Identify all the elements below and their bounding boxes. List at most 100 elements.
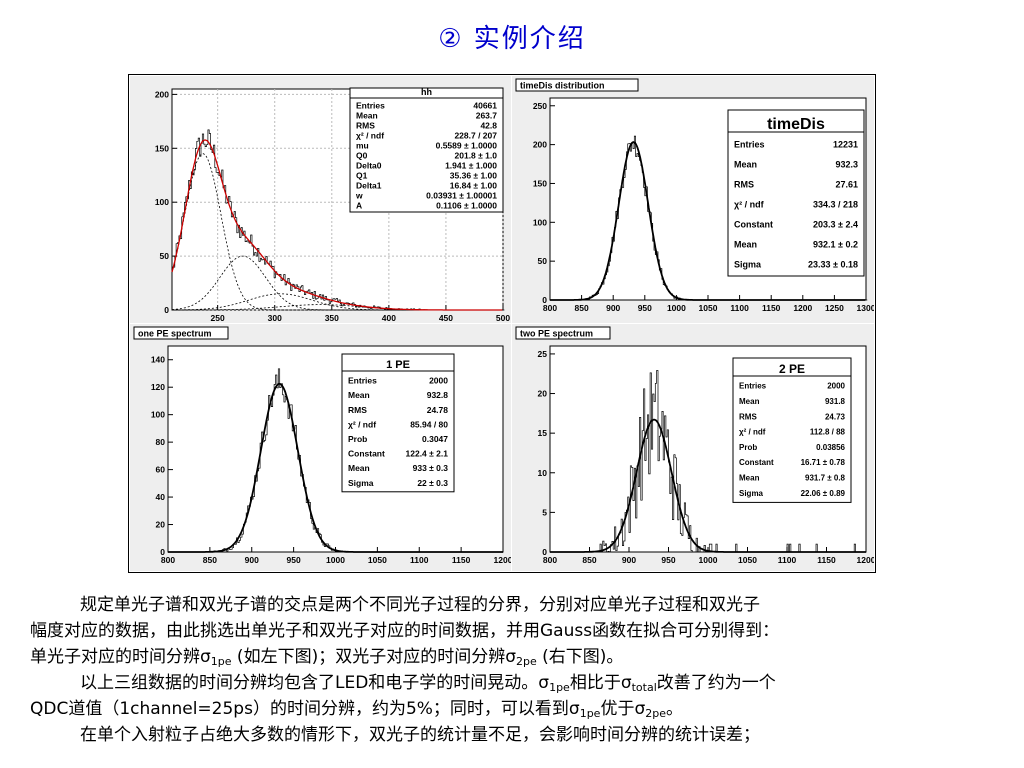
x-tick-label: 1150 <box>762 303 781 313</box>
hh-chart: 250 300 350 400 450 500 0 50 100 150 200 hh Entries 4… <box>155 87 511 323</box>
stats-label: Sigma <box>739 489 764 498</box>
p2-line-a-post: 改善了约为一个 <box>656 673 776 693</box>
y-tick-label: 0 <box>164 305 169 315</box>
y-tick-label: 15 <box>538 428 548 438</box>
stats-value: 0.3047 <box>422 434 448 444</box>
y-tick-label: 80 <box>156 437 166 447</box>
stats-label: Q1 <box>356 170 368 180</box>
stats-value: 16.84 ± 1.00 <box>450 180 497 190</box>
x-tick-label: 1100 <box>410 555 429 565</box>
stats-title: 2 PE <box>779 362 805 376</box>
x-tick-label: 850 <box>203 555 217 565</box>
p2-line-b-mid: 优于σ <box>600 699 646 719</box>
stats-value: 16.71 ± 0.78 <box>801 458 846 467</box>
y-tick-label: 60 <box>156 465 166 475</box>
stats-value: 0.03931 ± 1.00001 <box>426 190 497 200</box>
sub-2pe-b: 2pe <box>645 707 666 720</box>
x-tick-label: 450 <box>439 313 453 323</box>
x-tick-label: 1050 <box>738 555 757 565</box>
x-tick-label: 1100 <box>730 303 749 313</box>
y-tick-label: 100 <box>533 217 547 227</box>
stats-title: timeDis <box>767 116 825 133</box>
stats-label: Sigma <box>348 478 374 488</box>
x-tick-label: 900 <box>245 555 259 565</box>
stats-label: Mean <box>348 463 370 473</box>
stats-value: 22.06 ± 0.89 <box>801 489 846 498</box>
x-tick-label: 850 <box>575 303 589 313</box>
x-tick-label: 800 <box>543 555 557 565</box>
stats-label: Delta1 <box>356 180 382 190</box>
p2-line-a-pre: 以上三组数据的时间分辨均包含了LED和电子学的时间晃动。σ <box>80 673 550 693</box>
p1-line-a: 规定单光子谱和双光子谱的交点是两个不同光子过程的分界，分别对应单光子过程和双光子 <box>80 595 760 615</box>
stats-value: 22 ± 0.3 <box>417 478 448 488</box>
stats-box <box>727 109 865 277</box>
stats-value: 27.61 <box>835 180 858 190</box>
p1-line-c-pre: 单光子对应的时间分辨σ <box>30 647 211 667</box>
stats-value: 932.1 ± 0.2 <box>813 240 858 250</box>
fit-curve <box>550 141 866 301</box>
stats-value: 23.33 ± 0.18 <box>808 260 858 270</box>
p3-line: 在单个入射粒子占绝大多数的情形下，双光子的统计量不足，会影响时间分辨的统计误差； <box>80 725 760 745</box>
pad-title-box <box>133 326 229 340</box>
stats-value: 931.7 ± 0.8 <box>805 473 846 482</box>
y-tick-label: 200 <box>155 89 169 99</box>
y-tick-label: 140 <box>151 355 165 365</box>
stats-value: 932.3 <box>835 160 858 170</box>
x-tick-label: 1150 <box>452 555 471 565</box>
stats-label: Mean <box>739 473 760 482</box>
stats-title: 1 PE <box>386 359 410 371</box>
stats-label: Constant <box>739 458 774 467</box>
sub-2pe: 2pe <box>515 655 537 668</box>
y-tick-label: 20 <box>156 520 166 530</box>
stats-label: w <box>355 190 363 200</box>
y-tick-label: 0 <box>160 547 165 557</box>
x-tick-label: 1150 <box>817 555 836 565</box>
plot-canvas: 250 300 350 400 450 500 0 50 100 150 200 hh Entries 4… <box>128 74 876 573</box>
stats-label: RMS <box>348 405 367 415</box>
stats-label: Prob <box>348 434 367 444</box>
stats-label: Delta0 <box>356 160 382 170</box>
pad-two-pe: 800 850 900 950 1000 1050 1100 1150 1200 0 5 10 15 20… <box>512 324 874 571</box>
stats-value: 2000 <box>827 382 845 391</box>
x-tick-label: 400 <box>382 313 396 323</box>
stats-value: 931.8 <box>825 397 846 406</box>
p2-line-a-mid: 相比于σ <box>569 673 632 693</box>
stats-label: Prob <box>739 443 757 452</box>
component-curve <box>172 293 503 311</box>
stats-label: Mean <box>734 240 757 250</box>
stats-value: 2000 <box>429 376 448 386</box>
stats-value: 201.8 ± 1.0 <box>455 150 498 160</box>
paragraph-2: 以上三组数据的时间分辨均包含了LED和电子学的时间晃动。σ1pe相比于σtota… <box>30 670 1020 722</box>
stats-value: 12231 <box>833 140 858 150</box>
x-tick-label: 350 <box>325 313 339 323</box>
p2-line-b-pre: QDC道值（1channel=25ps）的时间分辨，约为5%；同时，可以看到σ <box>30 699 580 719</box>
stats-label: Q0 <box>356 150 368 160</box>
x-tick-label: 950 <box>638 303 652 313</box>
stats-label: mu <box>356 140 369 150</box>
pad-title: timeDis distribution <box>520 81 605 91</box>
sub-1pe: 1pe <box>210 655 232 668</box>
stats-value: 0.5589 ± 1.0000 <box>436 140 498 150</box>
stats-box <box>341 353 455 493</box>
stats-label: χ² / ndf <box>348 419 376 429</box>
x-tick-label: 850 <box>582 555 596 565</box>
x-tick-label: 900 <box>622 555 636 565</box>
stats-value: 228.7 / 207 <box>454 130 497 140</box>
x-tick-label: 1050 <box>699 303 718 313</box>
y-tick-label: 100 <box>155 197 169 207</box>
stats-value: 24.73 <box>825 412 846 421</box>
y-tick-label: 0 <box>542 547 547 557</box>
stats-value: 932.8 <box>427 390 449 400</box>
one-pe-chart: 800 850 900 950 1000 1050 1100 1150 1200 0 20 40 60 8… <box>133 326 511 565</box>
component-curve <box>172 304 503 311</box>
stats-label: χ² / ndf <box>734 200 765 210</box>
x-tick-label: 800 <box>161 555 175 565</box>
y-tick-label: 50 <box>160 251 170 261</box>
y-tick-label: 10 <box>538 468 548 478</box>
p1-line-c-mid: (如左下图)；双光子对应的时间分辨σ <box>231 647 516 667</box>
y-tick-label: 0 <box>542 295 547 305</box>
stats-value: 1.941 ± 1.000 <box>445 160 497 170</box>
x-tick-label: 1200 <box>793 303 812 313</box>
stats-label: Entries <box>734 140 765 150</box>
x-tick-label: 950 <box>287 555 301 565</box>
